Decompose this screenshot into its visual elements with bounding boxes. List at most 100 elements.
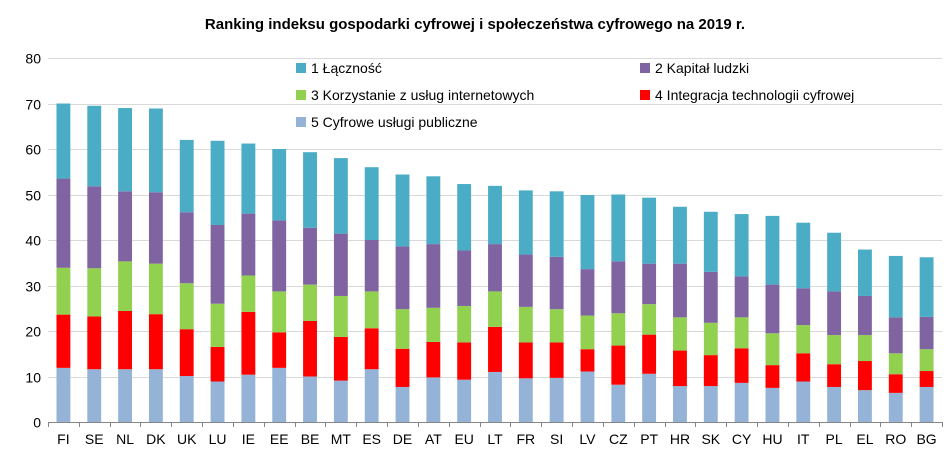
bar-segment [457,184,472,251]
bar-segment [765,333,780,366]
x-tick-label: NL [116,431,134,447]
bar-segment [148,108,163,193]
bar-segment [642,334,657,374]
bar-segment [518,342,533,379]
y-tick-label: 30 [25,279,41,295]
legend: 1 Łączność 2 Kapitał ludzki 3 Korzystani… [296,60,854,130]
bar-segment [364,167,379,240]
bar-segment [888,353,903,375]
bar-segment [580,269,595,316]
bar-segment [734,276,749,318]
bar-segment [673,206,687,264]
bar-segment [549,256,564,310]
legend-label-internet-use: 3 Korzystanie z usług internetowych [311,87,534,103]
x-tick-label: CY [732,431,752,447]
x-tick-label: ES [362,431,381,447]
bar-segment [333,336,348,381]
bar-segment [703,211,718,272]
bar-segment [827,386,842,422]
bar-segment [703,386,718,422]
bar-segment [919,386,934,422]
bar-segment [673,386,687,422]
bar-segment [642,197,657,264]
bar-segment [395,386,410,422]
x-tick-label: CZ [609,431,628,447]
bar-segment [148,263,163,315]
chart-title: Ranking indeksu gospodarki cyfrowej i sp… [205,16,745,33]
bar-segment [580,371,595,422]
x-tick-label: BE [301,431,320,447]
bar-segment [210,224,225,304]
legend-swatch-human-capital [640,63,650,73]
bar-segment [56,178,71,268]
bar-segment [118,310,133,370]
y-tick-label: 50 [25,188,41,204]
x-tick-label: PT [640,431,658,447]
bar-segment [549,309,564,343]
bar-segment [118,369,133,422]
x-tick-label: LV [579,431,596,447]
bar-segment [364,328,379,370]
bar-segment [87,268,102,317]
bar-segment [56,314,71,368]
bar-segment [549,342,564,378]
bar-segment [272,220,287,292]
bar-segment [888,255,903,318]
bar-segment [488,244,502,292]
bar-segment [148,314,163,370]
bar-segment [857,361,872,391]
bar-segment [857,295,872,336]
legend-label-digital-integration: 4 Integracja technologii cyfrowej [655,87,854,103]
bar-segment [888,392,903,422]
bar-segment [827,291,842,336]
bar-segment [210,381,225,422]
bar-segment [549,191,564,257]
bar-segment [333,158,348,234]
bar-segment [272,149,287,221]
bar-segment [673,350,687,387]
bar-segment [179,329,194,377]
bar-segment [827,364,842,387]
x-tick-label: LU [209,431,227,447]
bar-segment [395,174,410,247]
bar-segment [118,108,133,192]
legend-swatch-digital-integration [640,90,650,100]
bar-segment [488,371,502,422]
bar-segment [241,374,256,422]
x-tick-label: AT [425,431,442,447]
bar-segment [796,353,811,382]
bar-segment [303,376,317,422]
y-tick-label: 20 [25,324,41,340]
x-tick-label: RO [885,431,906,447]
bar-segment [179,376,194,422]
bar-segment [87,105,102,187]
bar-segment [118,261,133,311]
bar-segment [796,222,811,289]
bar-segment [796,325,811,354]
bar-segment [611,345,626,385]
bar-segment [611,194,626,262]
bar-segment [518,254,533,307]
bar-segment [241,275,256,312]
bar-segment [56,103,71,179]
bar-segment [333,380,348,422]
bar-segment [518,306,533,343]
bar-segment [210,346,225,382]
bar-segment [395,348,410,387]
x-tick-label: DK [146,431,166,447]
bar-segment [87,316,102,370]
bar-segment [179,212,194,284]
x-tick-label: EE [270,431,289,447]
bar-segment [148,369,163,422]
bar-segment [241,143,256,214]
bars [56,103,934,422]
bar-segment [241,311,256,375]
bar-segment [857,335,872,362]
bar-segment [765,284,780,334]
x-tick-label: SK [701,431,720,447]
bar-segment [734,382,749,422]
bar-segment [395,246,410,310]
bar-segment [303,152,317,228]
legend-swatch-internet-use [296,90,306,100]
bar-segment [827,335,842,365]
